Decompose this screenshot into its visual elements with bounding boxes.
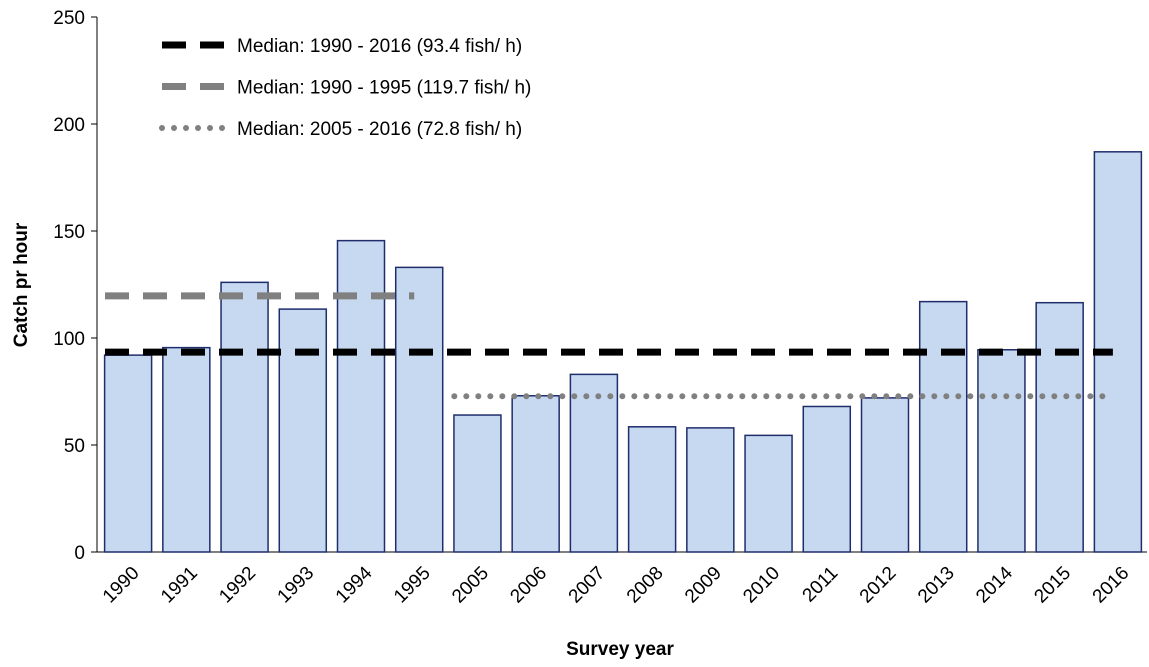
legend-label: Median: 1990 - 1995 (119.7 fish/ h) [237,78,531,99]
y-tick-label: 150 [53,222,85,243]
y-tick-label: 0 [74,543,85,564]
x-tick-label: 2014 [972,562,1017,607]
x-tick-label: 2016 [1089,563,1134,608]
bar [1035,301,1084,553]
bar [162,346,211,553]
y-axis-title: Catch pr hour [11,222,32,347]
x-tick-label: 1992 [215,563,260,608]
bar [686,427,735,553]
y-tick-label: 200 [53,115,85,136]
x-tick-label: 1990 [99,563,144,608]
bar [977,349,1026,553]
x-tick-label: 2015 [1030,563,1075,608]
x-tick-label: 1991 [157,563,202,608]
x-axis-title: Survey year [566,639,674,660]
bar [569,373,619,553]
x-tick-label: 1994 [332,562,377,607]
bar [453,414,502,553]
x-tick-label: 2006 [506,563,551,608]
y-tick-label: 250 [53,8,85,29]
x-tick-label: 2011 [799,563,843,607]
bar [860,397,910,553]
bar [220,281,269,553]
bar [103,354,153,553]
x-tick-label: 2007 [565,563,610,608]
x-tick-label: 2010 [739,563,784,608]
x-tick-label: 2005 [448,563,493,608]
legend-label: Median: 1990 - 2016 (93.4 fish/ h) [237,36,522,57]
x-tick-label: 2013 [914,563,959,608]
bar [511,395,560,553]
x-tick-label: 1995 [390,563,435,608]
bar [802,405,852,553]
legend-label: Median: 2005 - 2016 (72.8 fish/ h) [237,119,522,140]
x-tick-label: 2012 [856,563,901,608]
y-tick-label: 50 [64,436,85,457]
bar [336,239,386,553]
x-tick-label: 2008 [623,563,668,608]
x-tick-label: 1993 [274,563,319,608]
bar [394,266,444,553]
y-tick-label: 100 [53,329,85,350]
x-tick-label: 2009 [681,563,726,608]
bar [918,300,968,553]
bar [744,434,793,553]
bar [278,308,328,553]
bar [627,426,677,553]
